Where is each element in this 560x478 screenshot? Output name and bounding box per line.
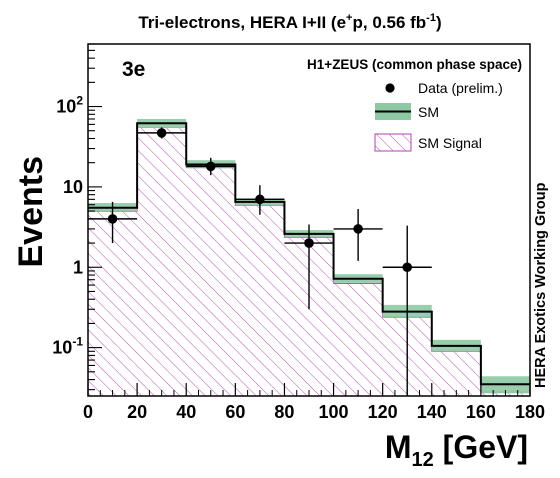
x-tick-label: 60 <box>225 402 245 422</box>
legend-signal-swatch <box>374 133 412 152</box>
data-point <box>107 214 118 224</box>
legend-data-entry: Data (prelim.) <box>385 80 503 96</box>
x-tick-label: 40 <box>176 402 196 422</box>
sm-signal-layer <box>87 126 531 396</box>
data-point <box>156 128 167 138</box>
y-axis-title: Events <box>12 156 50 268</box>
x-tick-label: 80 <box>274 402 294 422</box>
x-tick-label: 100 <box>319 402 349 422</box>
x-tick-label: 0 <box>83 402 93 422</box>
side-label: HERA Exotics Working Group <box>533 182 549 388</box>
x-tick-label: 120 <box>368 402 398 422</box>
legend: Data (prelim.) SM SM Signal <box>374 80 503 152</box>
phase-space-label: H1+ZEUS (common phase space) <box>307 57 522 72</box>
sm-signal-bar <box>186 167 236 396</box>
data-point-group <box>333 209 383 261</box>
sm-signal-bar <box>235 205 285 396</box>
sm-signal-bar <box>431 351 481 396</box>
x-axis: 0 20 40 60 80 100 120 140 160 180 <box>83 383 545 422</box>
data-points-layer <box>88 127 432 396</box>
legend-data-marker <box>385 83 395 93</box>
channel-label: 3e <box>122 58 145 81</box>
y-axis: 102 10 1 10-1 <box>52 43 102 391</box>
sm-signal-bar <box>333 283 383 396</box>
legend-signal-label: SM Signal <box>418 135 482 151</box>
data-point <box>402 262 413 273</box>
y-tick-label: 102 <box>56 94 83 117</box>
data-point <box>304 238 314 248</box>
chart-title: Tri-electrons, HERA I+II (e+p, 0.56 fb-1… <box>138 12 441 32</box>
x-tick-label: 160 <box>466 402 496 422</box>
data-point-group <box>88 201 138 244</box>
data-point <box>255 194 265 205</box>
data-point-group <box>284 224 334 310</box>
y-tick-label: 10 <box>63 177 83 197</box>
x-tick-label: 140 <box>417 402 447 422</box>
y-tick-label: 10-1 <box>52 335 83 358</box>
data-point-group <box>186 157 236 176</box>
x-axis-title: M12 [GeV] <box>385 429 528 471</box>
legend-sm-entry: SM <box>375 103 439 120</box>
data-point-group <box>382 225 432 396</box>
legend-signal-entry: SM Signal <box>374 133 482 152</box>
x-tick-label: 180 <box>515 402 545 422</box>
legend-sm-label: SM <box>418 104 439 120</box>
y-tick-label: 1 <box>73 257 83 277</box>
legend-data-label: Data (prelim.) <box>418 80 503 96</box>
sm-signal-bar <box>137 127 187 396</box>
data-point <box>205 161 216 172</box>
data-point-group <box>235 185 285 215</box>
x-tick-label: 20 <box>127 402 147 422</box>
data-point-group <box>137 127 187 139</box>
data-point <box>353 224 363 234</box>
